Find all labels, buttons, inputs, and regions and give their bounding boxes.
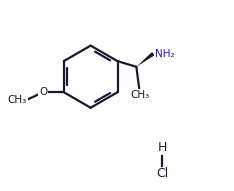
Text: O: O bbox=[39, 87, 47, 97]
Text: CH₃: CH₃ bbox=[8, 95, 27, 105]
Text: Cl: Cl bbox=[156, 167, 168, 180]
Text: NH₂: NH₂ bbox=[155, 49, 174, 59]
Polygon shape bbox=[136, 52, 155, 67]
Text: H: H bbox=[157, 141, 167, 154]
Text: CH₃: CH₃ bbox=[131, 90, 150, 100]
